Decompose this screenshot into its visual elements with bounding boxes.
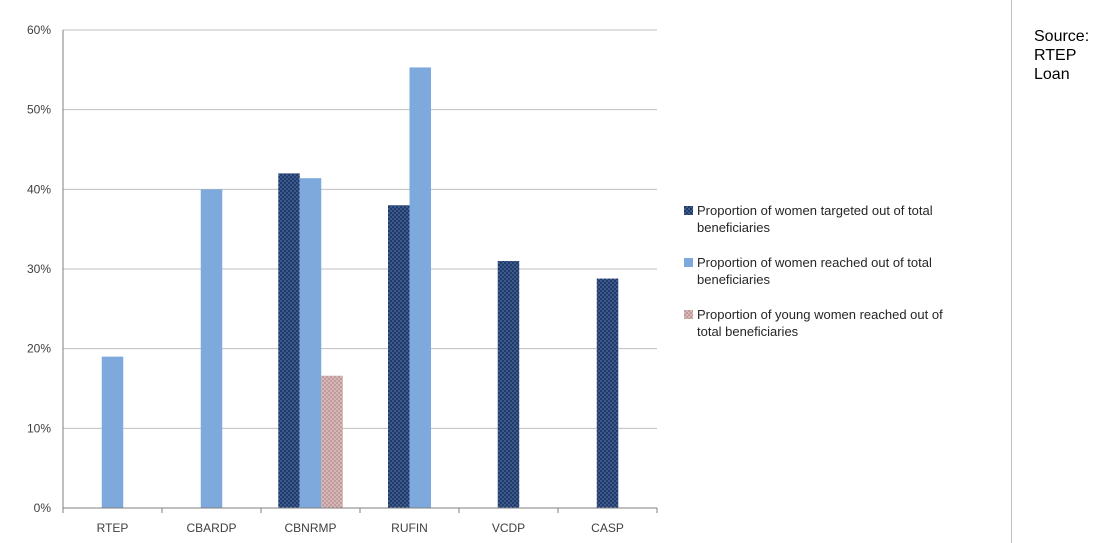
legend-swatch-reached [684,258,693,267]
x-tick-label: CASP [591,521,624,535]
y-tick-label: 60% [27,23,51,37]
axes [62,30,658,513]
y-tick-label: 10% [27,421,51,435]
bar-reached-rtep [101,356,124,508]
legend-swatch-targeted [684,206,693,215]
bar-chart: 0% 10% 20% 30% 40% 50% 60% RTEP CBARDP CBNRMP RUF… [27,23,943,535]
legend-swatch-young [684,310,693,319]
x-tick-label: RUFIN [391,521,428,535]
y-axis-tick-labels: 0% 10% 20% 30% 40% 50% 60% [27,23,51,515]
legend-label: beneficiaries [697,220,770,235]
y-tick-label: 0% [34,501,52,515]
source-note: Source: RTEP Loan [1034,27,1108,84]
y-tick-label: 40% [27,182,51,196]
x-tick-label: VCDP [492,521,525,535]
source-note-line: Source: [1034,28,1090,45]
bars [101,67,619,509]
legend: Proportion of women targeted out of tota… [684,203,943,339]
bar-targeted-vcdp [497,261,520,508]
gridlines [63,29,657,429]
legend-label: Proportion of women targeted out of tota… [697,203,933,218]
bar-reached-cbardp [200,189,223,509]
x-tick-label: CBNRMP [284,521,336,535]
y-tick-label: 20% [27,342,51,356]
bar-targeted-casp [596,278,619,508]
legend-label: total beneficiaries [697,324,799,339]
x-axis-tick-labels: RTEP CBARDP CBNRMP RUFIN VCDP CASP [97,521,624,535]
y-tick-label: 50% [27,103,51,117]
source-note-line: RTEP [1034,47,1077,64]
legend-label: Proportion of women reached out of total [697,255,932,270]
bar-young-cbnrmp [321,375,343,508]
bar-reached-rufin [409,67,431,509]
y-tick-label: 30% [27,262,51,276]
chart-frame: 0% 10% 20% 30% 40% 50% 60% RTEP CBARDP CBNRMP RUF… [27,0,1012,543]
bar-targeted-rufin [388,205,410,508]
x-tick-label: RTEP [97,521,129,535]
legend-label: Proportion of young women reached out of [697,307,943,322]
bar-targeted-cbnrmp [278,173,300,508]
x-tick-label: CBARDP [186,521,236,535]
legend-label: beneficiaries [697,272,770,287]
source-note-line: Loan [1034,66,1070,83]
bar-reached-cbnrmp [299,178,322,508]
